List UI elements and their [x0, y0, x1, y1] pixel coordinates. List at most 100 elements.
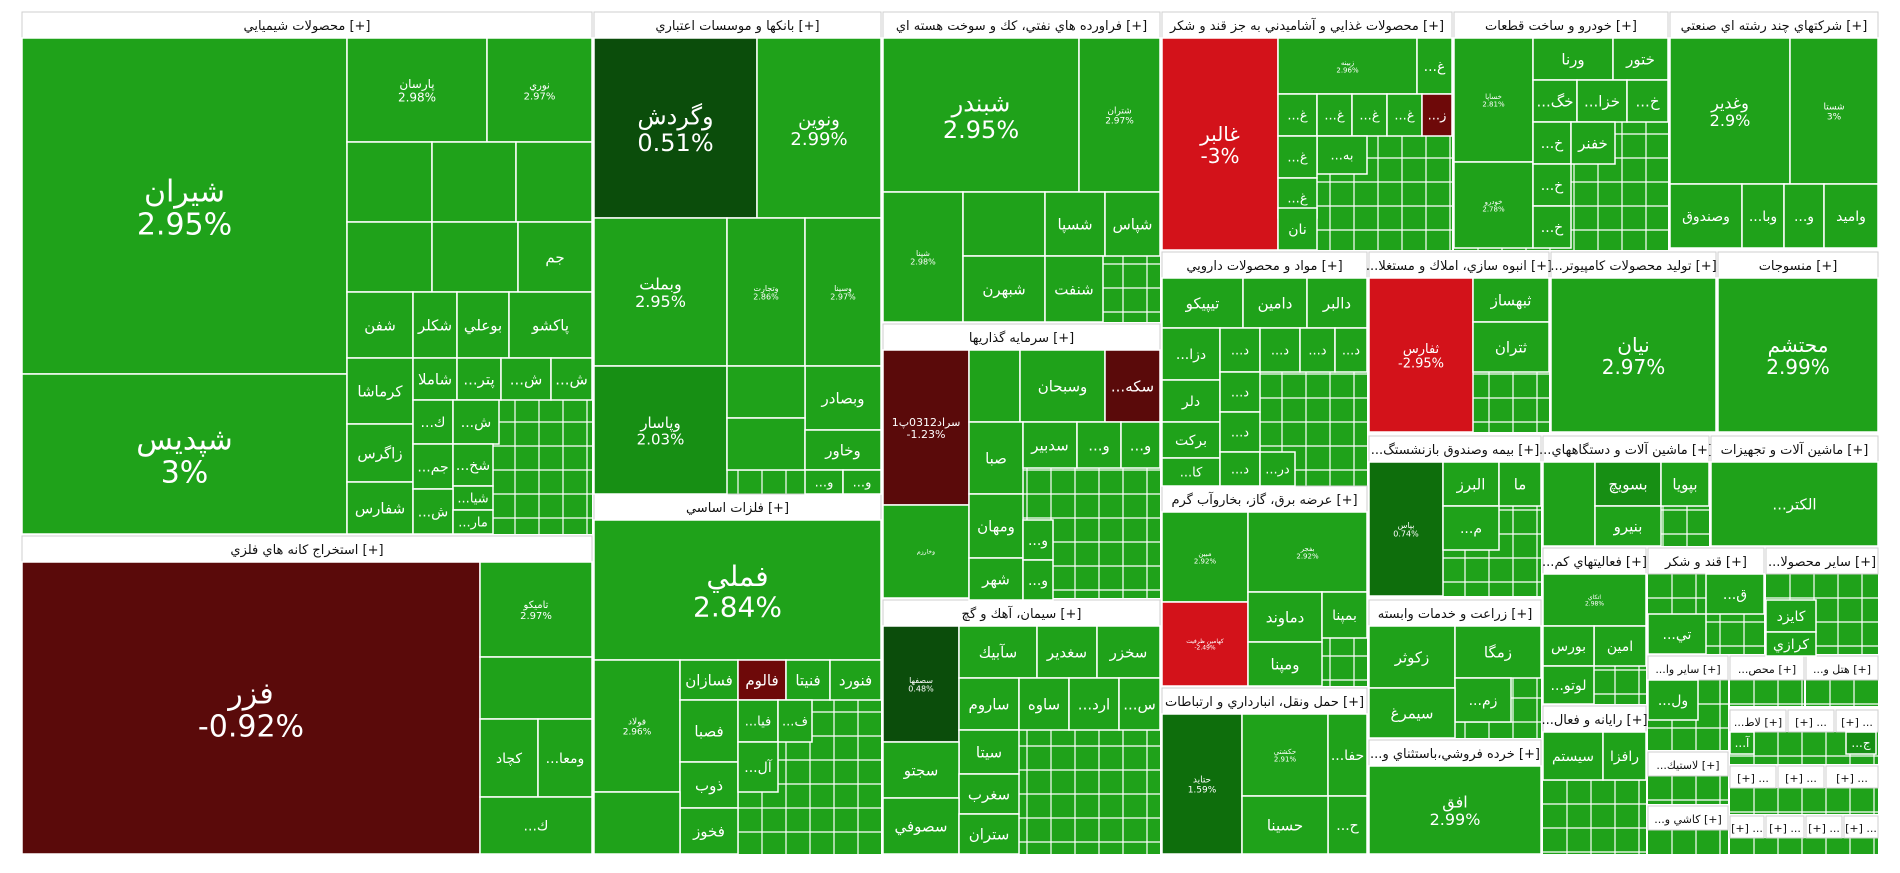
tile[interactable]: ...خ: [1626, 79, 1669, 123]
sector-s10[interactable]: [+] ...: [1777, 765, 1825, 789]
sector-title[interactable]: استخراج كانه هاي فلزي [+]: [230, 543, 383, 558]
sector-s8[interactable]: ...كاشي و [+]: [1647, 805, 1729, 831]
tile-rect[interactable]: [882, 191, 964, 323]
tile-rect[interactable]: [1161, 421, 1221, 459]
tile-rect[interactable]: [1705, 573, 1765, 615]
tile-rect[interactable]: [1542, 573, 1647, 627]
tile-rect[interactable]: [1299, 327, 1336, 373]
tile-rect[interactable]: [1454, 625, 1542, 679]
tile[interactable]: ثبهساز: [1472, 277, 1550, 323]
tile[interactable]: بسويچ: [1594, 461, 1662, 507]
tile[interactable]: [593, 791, 681, 855]
sector-title[interactable]: [+] ...: [1785, 772, 1817, 785]
tile[interactable]: ...د: [1259, 327, 1301, 373]
tile-rect[interactable]: [1570, 121, 1616, 165]
tile-rect[interactable]: [777, 699, 813, 743]
sector-computer2[interactable]: ...رايانه و فعال [+]: [1541, 705, 1648, 733]
tile[interactable]: [726, 417, 806, 471]
tile-rect[interactable]: [486, 37, 593, 143]
tile-rect[interactable]: [593, 37, 758, 219]
tile-rect[interactable]: [452, 399, 500, 445]
tile-rect[interactable]: [882, 625, 960, 743]
tile[interactable]: ...غ: [1316, 93, 1353, 137]
tile[interactable]: فخوز: [679, 807, 739, 855]
sector-title[interactable]: ...خرده فروشي،باستثناي و [+]: [1370, 747, 1540, 762]
tile[interactable]: ...سكه: [1104, 349, 1161, 423]
tile-rect[interactable]: [1247, 511, 1368, 593]
tile[interactable]: ...وبا: [1741, 183, 1785, 249]
sector-banks[interactable]: بانكها و موسسات اعتباري [+]: [593, 11, 882, 39]
tile[interactable]: ...دزا: [1161, 327, 1221, 381]
tile[interactable]: سغرب: [958, 773, 1020, 815]
tile[interactable]: ...شيا: [452, 485, 494, 511]
sector-agri[interactable]: زراعت و خدمات وابسته [+]: [1368, 599, 1542, 627]
tile[interactable]: فنيتا: [785, 659, 831, 701]
tile-rect[interactable]: [412, 357, 458, 401]
tile-rect[interactable]: [737, 741, 779, 793]
tile-rect[interactable]: [537, 718, 593, 798]
tile-rect[interactable]: [962, 255, 1046, 323]
tile[interactable]: ...ج: [1845, 731, 1877, 755]
tile[interactable]: تيپيكو: [1161, 277, 1244, 329]
sector-title[interactable]: ...كاشي و [+]: [1654, 813, 1722, 826]
sector-chem[interactable]: محصولات شيميايي [+]: [21, 11, 593, 39]
tile[interactable]: ...و: [1022, 519, 1054, 561]
tile[interactable]: شكلر: [412, 291, 458, 359]
tile-rect[interactable]: [1542, 625, 1595, 667]
tile-rect[interactable]: [500, 357, 552, 401]
sector-title[interactable]: عرضه برق، گاز، بخاروآب گرم [+]: [1171, 491, 1357, 508]
sector-title[interactable]: [+] ...: [1731, 822, 1763, 835]
sector-title[interactable]: [+] ...: [1795, 716, 1827, 729]
tile-rect[interactable]: [1421, 93, 1453, 137]
sector-machinery2[interactable]: ماشين آلات و تجهيزات [+]: [1710, 435, 1879, 463]
tile[interactable]: ومپنا: [1247, 641, 1323, 687]
tile-rect[interactable]: [1647, 679, 1699, 721]
tile-rect[interactable]: [968, 421, 1024, 495]
tile[interactable]: ساوه: [1018, 677, 1070, 731]
tile[interactable]: ...م: [1442, 505, 1500, 551]
sector-auto[interactable]: خودرو و ساخت قطعات [+]: [1453, 11, 1669, 39]
tile-rect[interactable]: [412, 488, 454, 535]
tile-rect[interactable]: [968, 557, 1024, 601]
tile-rect[interactable]: [958, 677, 1020, 731]
tile-rect[interactable]: [1647, 613, 1707, 655]
tile[interactable]: ...حفا: [1327, 713, 1368, 797]
tile[interactable]: شاملا: [412, 357, 458, 401]
tile[interactable]: ...ومعا: [537, 718, 593, 798]
tile-rect[interactable]: [515, 141, 593, 223]
sector-retail[interactable]: ...خرده فروشي،باستثناي و [+]: [1368, 739, 1542, 767]
sector-s13[interactable]: [+] ...: [1765, 815, 1805, 839]
tile[interactable]: ...و: [804, 469, 844, 495]
tile[interactable]: [346, 141, 433, 223]
sector-finance[interactable]: ...فعاليتهاي كم [+]: [1542, 547, 1647, 575]
tile-rect[interactable]: [1104, 191, 1161, 257]
tile[interactable]: ...خ: [1532, 163, 1572, 207]
tile-rect[interactable]: [679, 807, 739, 855]
tile-rect[interactable]: [882, 741, 960, 799]
tile[interactable]: ...و: [1022, 559, 1054, 601]
sector-title[interactable]: [+] ...: [1769, 822, 1801, 835]
tile[interactable]: وخارزم: [882, 504, 970, 599]
tile[interactable]: رافزا: [1602, 731, 1647, 781]
tile[interactable]: ...غ: [1416, 37, 1453, 95]
tile-rect[interactable]: [346, 221, 433, 293]
tile-rect[interactable]: [1368, 625, 1456, 689]
tile-rect[interactable]: [1717, 277, 1879, 433]
tile[interactable]: ذوب: [679, 761, 739, 809]
tile-rect[interactable]: [1594, 461, 1662, 507]
tile-rect[interactable]: [1044, 255, 1104, 323]
tile-rect[interactable]: [1453, 37, 1534, 163]
tile-rect[interactable]: [431, 221, 519, 293]
tile-rect[interactable]: [456, 291, 510, 359]
sector-title[interactable]: [+] ...: [1836, 772, 1868, 785]
tile-rect[interactable]: [412, 399, 454, 445]
sector-title[interactable]: ...لاستيك [+]: [1656, 759, 1719, 772]
tile-rect[interactable]: [1368, 687, 1456, 739]
tile-rect[interactable]: [842, 469, 882, 495]
